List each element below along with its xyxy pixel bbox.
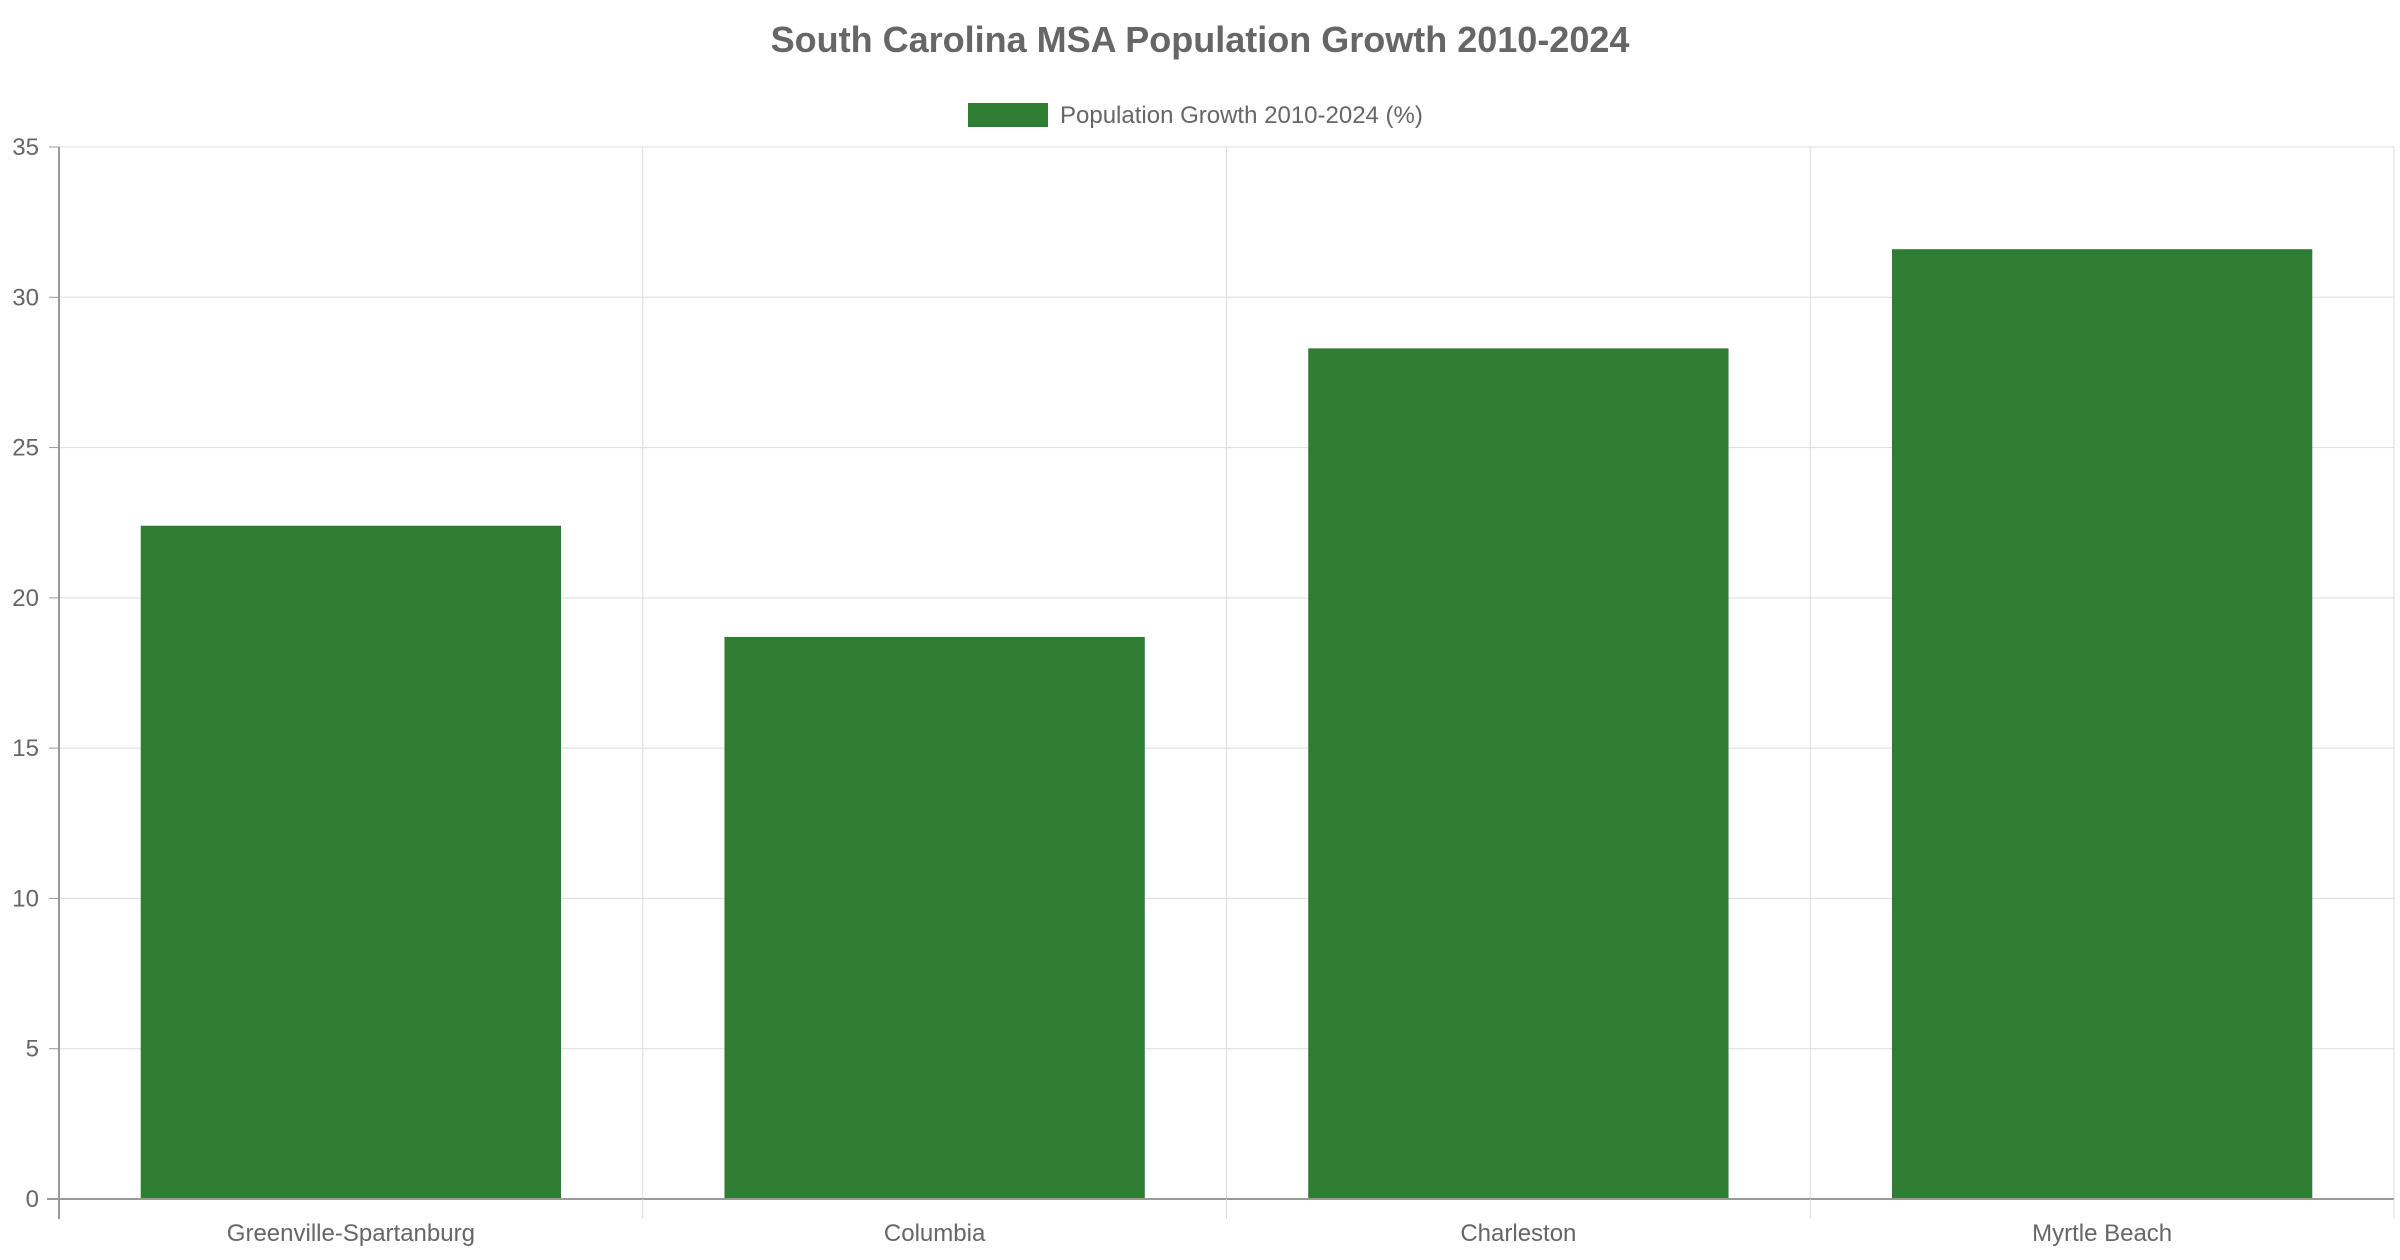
x-axis-ticks: Greenville-Spartanburg Columbia Charleston… xyxy=(227,1220,2172,1247)
y-tick-label: 10 xyxy=(12,885,39,912)
y-tick-label: 5 xyxy=(26,1036,39,1063)
y-tick-label: 30 xyxy=(12,284,39,311)
y-tick-label: 25 xyxy=(12,435,39,462)
x-tick-label: Columbia xyxy=(884,1220,986,1247)
legend[interactable]: Population Growth 2010-2024 (%) xyxy=(968,102,1423,129)
bar[interactable] xyxy=(724,636,1145,1199)
y-tick-label: 20 xyxy=(12,585,39,612)
x-tick-label: Myrtle Beach xyxy=(2032,1220,2172,1247)
bar[interactable] xyxy=(1891,249,2313,1200)
y-axis-ticks: 0 5 10 15 20 25 30 35 xyxy=(12,134,39,1213)
chart-title: South Carolina MSA Population Growth 201… xyxy=(771,19,1630,60)
axes xyxy=(47,146,2395,1219)
y-tick-label: 15 xyxy=(12,735,39,762)
x-tick-label: Charleston xyxy=(1460,1220,1576,1247)
x-tick-label: Greenville-Spartanburg xyxy=(227,1220,475,1247)
bar[interactable] xyxy=(140,525,562,1199)
legend-swatch[interactable] xyxy=(968,103,1048,127)
bars xyxy=(140,249,2313,1200)
bar[interactable] xyxy=(1308,348,1729,1200)
y-tick-label: 0 xyxy=(26,1186,39,1213)
y-tick-label: 35 xyxy=(12,134,39,161)
legend-label[interactable]: Population Growth 2010-2024 (%) xyxy=(1060,102,1423,129)
